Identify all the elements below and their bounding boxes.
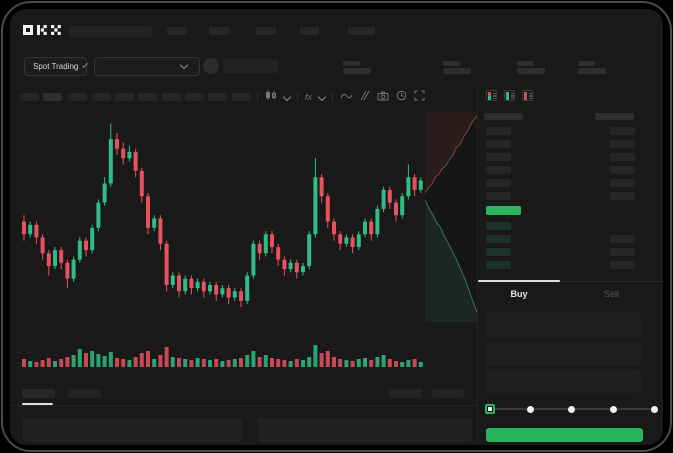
ask-amount-placeholder[interactable] [610,166,635,174]
buy-tab-underline [478,280,560,282]
orders-tab-active[interactable] [22,389,55,398]
chevron-down-icon [179,60,189,70]
nav-item-placeholder[interactable] [300,27,319,35]
chart-tools: fx [257,89,425,105]
ask-price-placeholder[interactable] [486,153,511,161]
ticker-stat-value [343,68,371,74]
ticker-stat-value [517,68,545,74]
ask-amount-placeholder[interactable] [610,153,635,161]
panel-divider [477,85,478,445]
ask-price-placeholder[interactable] [486,140,511,148]
timeframe-button[interactable] [115,93,134,101]
chevron-down-icon[interactable] [317,92,327,102]
okx-logo [23,25,61,35]
bid-amount-placeholder[interactable] [610,248,635,256]
ask-price-placeholder[interactable] [486,166,511,174]
trading-mode-button[interactable]: Spot Trading [24,57,88,76]
book-col-header-amount [595,113,634,120]
volume-bars [22,345,423,367]
app-window: Spot Trading fx [10,9,663,445]
tab-buy[interactable]: Buy [510,289,528,299]
ticker-stat-label [343,61,360,66]
ask-price-placeholder[interactable] [486,192,511,200]
timeframe-button[interactable] [68,93,87,101]
trading-mode-label: Spot Trading [33,62,79,71]
depth-chart [425,112,477,322]
ticker-stat-value [443,68,471,74]
camera-icon[interactable] [377,88,389,106]
orders-action-button[interactable] [432,389,464,398]
amount-input[interactable] [486,342,641,366]
price-input[interactable] [486,312,641,337]
tabs-divider [478,281,663,282]
book-both-icon[interactable] [486,90,497,101]
ask-price-placeholder[interactable] [486,179,511,187]
book-bids-icon[interactable] [504,90,515,101]
line-chart-icon[interactable] [340,88,353,106]
divider [332,92,334,102]
bid-amount-placeholder[interactable] [610,261,635,269]
ask-amount-placeholder[interactable] [610,192,635,200]
timeframe-button[interactable] [20,93,39,101]
orders-tab[interactable] [68,389,101,398]
bid-price-placeholder[interactable] [486,261,511,269]
ticker-stat-value [578,68,606,74]
slider-handle-0[interactable] [485,404,495,414]
compare-icon[interactable] [360,88,370,106]
ask-price-placeholder[interactable] [486,127,511,135]
candlestick-chart[interactable] [20,109,425,331]
candle-type-icon[interactable] [265,88,277,106]
ask-amount-placeholder[interactable] [610,179,635,187]
orders-panel-placeholder[interactable] [258,418,472,442]
bid-price-placeholder[interactable] [486,222,511,230]
bid-price-placeholder[interactable] [486,235,511,243]
timeframe-button[interactable] [208,93,227,101]
ticker-stat-label [443,61,460,66]
bid-price-placeholder[interactable] [486,248,511,256]
header-search-placeholder[interactable] [69,26,152,37]
divider [297,92,298,102]
timeframe-button[interactable] [138,93,157,101]
chevron-down-icon [82,62,88,68]
tab-sell[interactable]: Sell [603,289,619,299]
chevron-down-icon[interactable] [282,92,292,102]
divider [10,405,477,406]
ask-amount-placeholder[interactable] [610,140,635,148]
slider-step-75[interactable] [610,406,617,413]
timeframe-button[interactable] [162,93,181,101]
divider [257,92,258,102]
ask-amount-placeholder[interactable] [610,127,635,135]
timeframe-button[interactable] [185,93,204,101]
fullscreen-icon[interactable] [414,88,425,106]
nav-item-placeholder[interactable] [167,27,187,35]
timeframe-button[interactable] [92,93,111,101]
book-col-header-price [484,113,523,120]
active-tab-underline [22,403,53,405]
indicator-fx-icon[interactable]: fx [305,92,313,102]
buy-submit-button[interactable] [486,428,643,442]
ticker-stat-label [578,61,595,66]
slider-step-50[interactable] [568,406,575,413]
pair-select-dropdown[interactable] [94,57,200,76]
bid-amount-placeholder[interactable] [610,235,635,243]
total-input[interactable] [486,369,641,393]
orders-panel-placeholder[interactable] [23,418,242,442]
ticker-stat-label [517,61,534,66]
clock-icon[interactable] [396,88,407,106]
nav-item-placeholder[interactable] [256,27,276,35]
slider-step-100[interactable] [651,406,658,413]
pair-name-placeholder [223,59,278,73]
slider-step-25[interactable] [527,406,534,413]
nav-item-placeholder[interactable] [209,27,229,35]
nav-item-placeholder[interactable] [348,27,375,35]
last-price-badge[interactable] [486,206,521,215]
coin-avatar [203,58,219,74]
timeframe-button[interactable] [43,93,62,101]
timeframe-button[interactable] [232,93,251,101]
book-asks-icon[interactable] [522,90,533,101]
orders-action-button[interactable] [389,389,422,398]
